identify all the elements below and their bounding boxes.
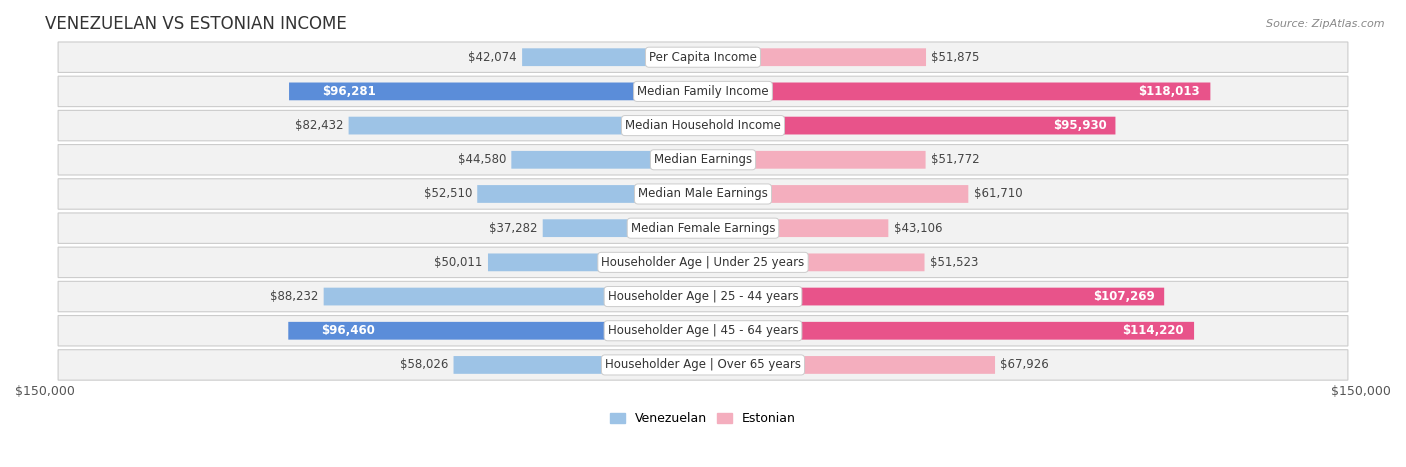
Text: $43,106: $43,106 bbox=[894, 222, 942, 235]
Text: $61,710: $61,710 bbox=[973, 187, 1022, 200]
Text: Householder Age | Over 65 years: Householder Age | Over 65 years bbox=[605, 359, 801, 371]
FancyBboxPatch shape bbox=[290, 83, 703, 100]
FancyBboxPatch shape bbox=[522, 48, 703, 66]
FancyBboxPatch shape bbox=[454, 356, 703, 374]
Text: $107,269: $107,269 bbox=[1094, 290, 1154, 303]
Text: $67,926: $67,926 bbox=[1000, 359, 1049, 371]
FancyBboxPatch shape bbox=[323, 288, 703, 305]
Text: VENEZUELAN VS ESTONIAN INCOME: VENEZUELAN VS ESTONIAN INCOME bbox=[45, 15, 347, 33]
FancyBboxPatch shape bbox=[477, 185, 703, 203]
Text: $44,580: $44,580 bbox=[458, 153, 506, 166]
FancyBboxPatch shape bbox=[58, 281, 1348, 312]
FancyBboxPatch shape bbox=[703, 356, 995, 374]
FancyBboxPatch shape bbox=[703, 219, 889, 237]
Text: $118,013: $118,013 bbox=[1139, 85, 1201, 98]
FancyBboxPatch shape bbox=[58, 145, 1348, 175]
FancyBboxPatch shape bbox=[288, 322, 703, 340]
Text: $51,523: $51,523 bbox=[929, 256, 979, 269]
Text: $51,772: $51,772 bbox=[931, 153, 980, 166]
Text: Median Family Income: Median Family Income bbox=[637, 85, 769, 98]
FancyBboxPatch shape bbox=[512, 151, 703, 169]
FancyBboxPatch shape bbox=[703, 151, 925, 169]
Text: $37,282: $37,282 bbox=[489, 222, 537, 235]
Text: Per Capita Income: Per Capita Income bbox=[650, 51, 756, 64]
Text: Source: ZipAtlas.com: Source: ZipAtlas.com bbox=[1267, 19, 1385, 28]
FancyBboxPatch shape bbox=[703, 117, 1115, 134]
FancyBboxPatch shape bbox=[703, 254, 925, 271]
FancyBboxPatch shape bbox=[58, 179, 1348, 209]
Text: $114,220: $114,220 bbox=[1122, 324, 1184, 337]
Text: Median Household Income: Median Household Income bbox=[626, 119, 780, 132]
FancyBboxPatch shape bbox=[488, 254, 703, 271]
Text: $88,232: $88,232 bbox=[270, 290, 318, 303]
Legend: Venezuelan, Estonian: Venezuelan, Estonian bbox=[605, 408, 801, 431]
FancyBboxPatch shape bbox=[703, 185, 969, 203]
Text: $51,875: $51,875 bbox=[931, 51, 980, 64]
FancyBboxPatch shape bbox=[58, 76, 1348, 106]
FancyBboxPatch shape bbox=[58, 110, 1348, 141]
Text: Householder Age | 45 - 64 years: Householder Age | 45 - 64 years bbox=[607, 324, 799, 337]
Text: $82,432: $82,432 bbox=[295, 119, 343, 132]
Text: Median Earnings: Median Earnings bbox=[654, 153, 752, 166]
Text: $50,011: $50,011 bbox=[434, 256, 482, 269]
Text: $96,281: $96,281 bbox=[322, 85, 375, 98]
FancyBboxPatch shape bbox=[543, 219, 703, 237]
FancyBboxPatch shape bbox=[703, 322, 1194, 340]
FancyBboxPatch shape bbox=[703, 83, 1211, 100]
Text: $52,510: $52,510 bbox=[423, 187, 472, 200]
Text: $58,026: $58,026 bbox=[399, 359, 449, 371]
Text: Householder Age | 25 - 44 years: Householder Age | 25 - 44 years bbox=[607, 290, 799, 303]
FancyBboxPatch shape bbox=[58, 213, 1348, 243]
FancyBboxPatch shape bbox=[58, 42, 1348, 72]
Text: Median Female Earnings: Median Female Earnings bbox=[631, 222, 775, 235]
Text: $96,460: $96,460 bbox=[322, 324, 375, 337]
Text: Median Male Earnings: Median Male Earnings bbox=[638, 187, 768, 200]
Text: Householder Age | Under 25 years: Householder Age | Under 25 years bbox=[602, 256, 804, 269]
Text: $95,930: $95,930 bbox=[1053, 119, 1107, 132]
FancyBboxPatch shape bbox=[58, 316, 1348, 346]
FancyBboxPatch shape bbox=[703, 288, 1164, 305]
FancyBboxPatch shape bbox=[58, 350, 1348, 380]
FancyBboxPatch shape bbox=[58, 247, 1348, 277]
Text: $42,074: $42,074 bbox=[468, 51, 517, 64]
FancyBboxPatch shape bbox=[349, 117, 703, 134]
FancyBboxPatch shape bbox=[703, 48, 927, 66]
